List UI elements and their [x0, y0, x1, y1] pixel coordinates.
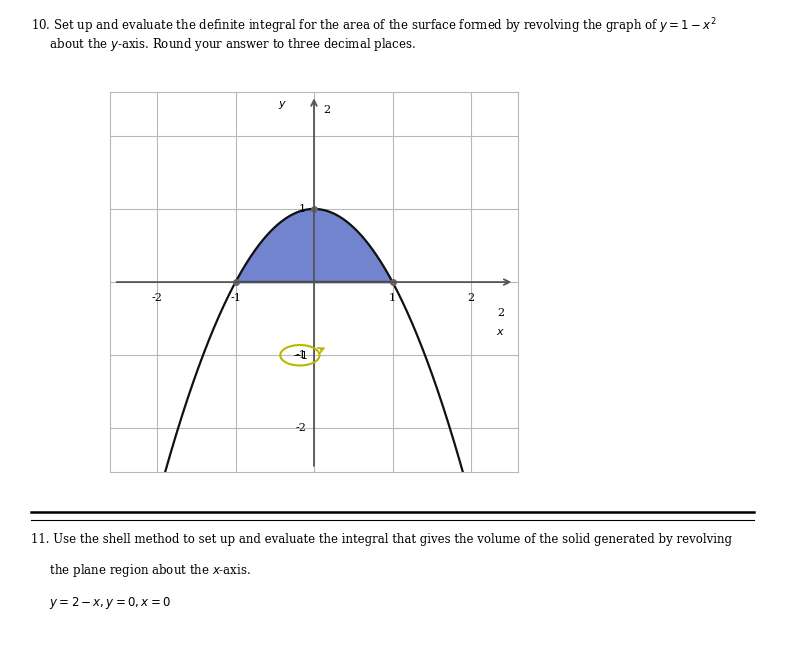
Text: -2: -2 [152, 293, 162, 303]
Text: 1: 1 [389, 293, 396, 303]
Text: 2: 2 [497, 308, 505, 318]
Text: $y=2-x, y=0, x=0$: $y=2-x, y=0, x=0$ [31, 595, 171, 611]
Text: -1: -1 [230, 293, 241, 303]
Text: $y$: $y$ [278, 99, 287, 111]
Text: -1: -1 [295, 350, 306, 360]
Text: 2: 2 [323, 105, 330, 115]
Text: the plane region about the $x$-axis.: the plane region about the $x$-axis. [31, 562, 251, 579]
Text: $-1$: $-1$ [292, 349, 308, 361]
Text: -2: -2 [295, 423, 306, 434]
Text: 10. Set up and evaluate the definite integral for the area of the surface formed: 10. Set up and evaluate the definite int… [31, 16, 717, 36]
Text: 2: 2 [467, 293, 475, 303]
Text: about the $y$-axis. Round your answer to three decimal places.: about the $y$-axis. Round your answer to… [31, 36, 416, 53]
Text: $x$: $x$ [496, 327, 506, 337]
Text: 11. Use the shell method to set up and evaluate the integral that gives the volu: 11. Use the shell method to set up and e… [31, 533, 732, 546]
Text: 1: 1 [299, 204, 306, 214]
